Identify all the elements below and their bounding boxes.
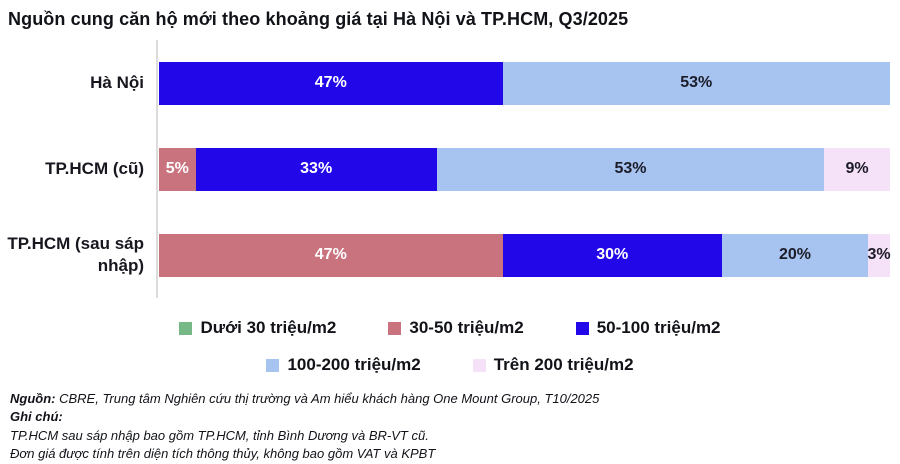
notes-label-line: Ghi chú: [10, 408, 900, 426]
y-axis-line [156, 40, 158, 298]
chart-row: TP.HCM (sau sáp nhập) 47% 30% 20% 3% [0, 212, 900, 298]
stacked-bar: 5% 33% 53% 9% [159, 147, 890, 191]
legend-label: 50-100 triệu/m2 [596, 318, 721, 337]
bar-segment: 3% [867, 233, 891, 277]
source-label: Nguồn: [10, 391, 56, 406]
legend-swatch-icon [575, 321, 589, 335]
stacked-bar: 47% 53% [159, 61, 890, 105]
stacked-bar: 47% 30% 20% 3% [159, 233, 891, 277]
legend-label: Dưới 30 triệu/m2 [200, 318, 337, 337]
chart-row: Hà Nội 47% 53% [0, 40, 900, 126]
chart-title: Nguồn cung căn hộ mới theo khoảng giá tạ… [8, 9, 629, 29]
source-line: Nguồn: CBRE, Trung tâm Nghiên cứu thị tr… [10, 390, 900, 408]
source-text: CBRE, Trung tâm Nghiên cứu thị trường và… [55, 391, 600, 406]
legend-swatch-icon [266, 358, 280, 372]
bar-segment: 47% [159, 61, 503, 105]
notes-label: Ghi chú: [10, 409, 63, 425]
bar-segment: 53% [436, 147, 825, 191]
category-label: TP.HCM (cũ) [45, 158, 144, 178]
bar-segment: 33% [195, 147, 437, 191]
legend-swatch-icon [179, 321, 193, 335]
legend-item: 100-200 triệu/m2 [266, 355, 421, 375]
category-label: Hà Nội [90, 72, 144, 92]
legend-item: Trên 200 triệu/m2 [472, 355, 634, 375]
legend-label: 30-50 triệu/m2 [409, 318, 524, 337]
bar-segment: 47% [159, 233, 503, 277]
legend-item: 30-50 triệu/m2 [388, 318, 524, 338]
note-line-1: TP.HCM sau sáp nhập bao gồm TP.HCM, tỉnh… [10, 427, 429, 443]
chart-row: TP.HCM (cũ) 5% 33% 53% 9% [0, 126, 900, 212]
legend-label: Trên 200 triệu/m2 [493, 355, 634, 374]
chart-legend: Dưới 30 triệu/m2 30-50 triệu/m2 50-100 tri… [110, 318, 790, 375]
legend-item: 50-100 triệu/m2 [575, 318, 721, 338]
bar-segment: 30% [502, 233, 722, 277]
bar-segment: 5% [159, 147, 196, 191]
legend-label: 100-200 triệu/m2 [287, 355, 421, 374]
bar-segment: 20% [721, 233, 869, 277]
category-label: TP.HCM (sau sáp nhập) [7, 233, 144, 275]
footer-notes: Nguồn: CBRE, Trung tâm Nghiên cứu thị tr… [10, 390, 900, 464]
bar-segment: 9% [824, 147, 890, 191]
bar-segment: 53% [502, 61, 890, 105]
chart-rows: Hà Nội 47% 53% TP.HCM (cũ) 5% 33% 53% 9% TP.HCM … [0, 40, 900, 298]
legend-swatch-icon [472, 358, 486, 372]
legend-swatch-icon [388, 321, 402, 335]
note-line-2: Đơn giá được tính trên diện tích thông t… [10, 446, 436, 462]
legend-item: Dưới 30 triệu/m2 [179, 318, 336, 338]
chart-area: Hà Nội 47% 53% TP.HCM (cũ) 5% 33% 53% 9% TP.HCM … [0, 40, 900, 298]
